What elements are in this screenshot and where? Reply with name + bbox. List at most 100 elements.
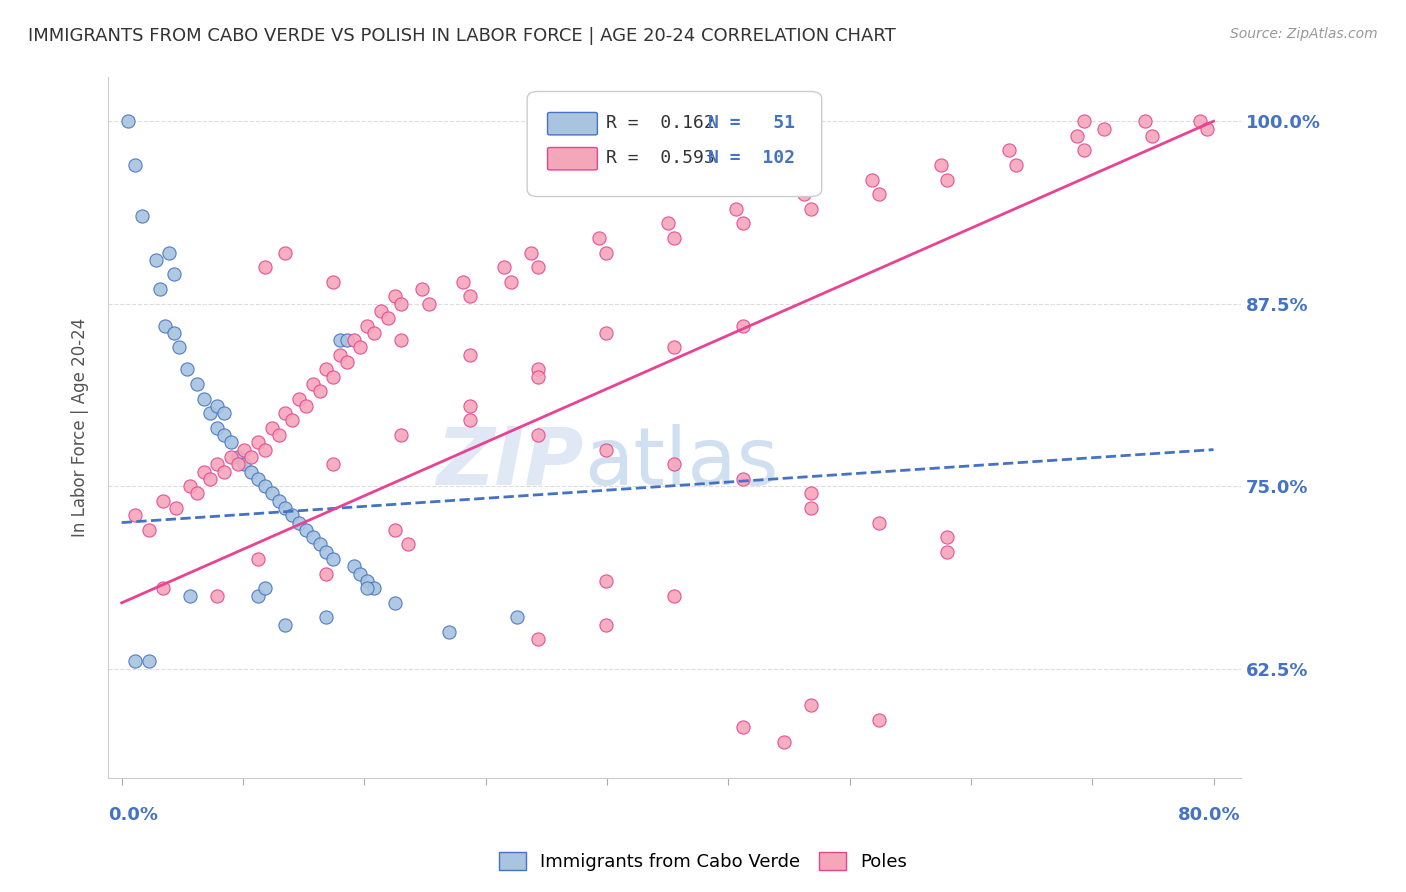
Point <box>520 245 543 260</box>
Point <box>124 158 146 172</box>
Point <box>315 610 337 624</box>
Point <box>124 654 146 668</box>
Point <box>240 450 263 464</box>
Point <box>301 530 323 544</box>
Point <box>186 376 208 391</box>
Point <box>162 268 184 282</box>
Point <box>315 566 337 581</box>
Point <box>200 472 222 486</box>
Point <box>152 493 174 508</box>
Point <box>193 392 215 406</box>
FancyBboxPatch shape <box>547 147 598 169</box>
Point <box>527 632 550 647</box>
Point <box>499 275 522 289</box>
Legend: Immigrants from Cabo Verde, Poles: Immigrants from Cabo Verde, Poles <box>492 845 914 879</box>
Point <box>1135 114 1157 128</box>
Point <box>152 581 174 595</box>
Text: R =  0.162: R = 0.162 <box>606 114 716 132</box>
Point <box>458 413 481 427</box>
Point <box>664 341 686 355</box>
Point <box>149 282 172 296</box>
Point <box>301 376 323 391</box>
Point <box>205 457 228 471</box>
Point <box>212 428 235 442</box>
FancyBboxPatch shape <box>547 112 598 135</box>
Point <box>370 304 392 318</box>
Point <box>356 581 378 595</box>
Point <box>240 465 263 479</box>
Point <box>247 435 270 450</box>
Point <box>205 399 228 413</box>
Point <box>295 523 318 537</box>
Point <box>437 625 460 640</box>
Point <box>322 369 344 384</box>
Point <box>212 406 235 420</box>
Point <box>253 581 276 595</box>
Point <box>343 333 366 347</box>
Text: 80.0%: 80.0% <box>1178 806 1241 824</box>
Point <box>595 245 617 260</box>
Point <box>391 333 413 347</box>
Point <box>200 406 222 420</box>
Point <box>595 617 617 632</box>
Point <box>527 428 550 442</box>
Point <box>157 245 180 260</box>
Text: atlas: atlas <box>583 424 778 502</box>
Text: Source: ZipAtlas.com: Source: ZipAtlas.com <box>1230 27 1378 41</box>
Point <box>281 413 304 427</box>
Point <box>595 442 617 457</box>
Point <box>138 523 160 537</box>
Point <box>288 392 311 406</box>
Point <box>124 508 146 523</box>
Point <box>267 428 290 442</box>
Point <box>411 282 433 296</box>
Point <box>226 450 249 464</box>
Point <box>322 457 344 471</box>
Point <box>308 537 330 551</box>
Point <box>247 589 270 603</box>
Point <box>274 406 297 420</box>
Point <box>288 516 311 530</box>
Point <box>1195 121 1218 136</box>
Point <box>162 326 184 340</box>
Point <box>165 501 187 516</box>
Point <box>1092 121 1115 136</box>
Point <box>343 559 366 574</box>
Point <box>868 516 890 530</box>
Point <box>336 333 359 347</box>
Point <box>800 486 823 500</box>
Point <box>260 486 283 500</box>
Point <box>179 589 201 603</box>
Point <box>391 428 413 442</box>
Point <box>1073 114 1095 128</box>
Point <box>998 144 1021 158</box>
Point <box>731 720 754 734</box>
Point <box>929 158 952 172</box>
Point <box>219 435 242 450</box>
Point <box>588 231 610 245</box>
Point <box>205 421 228 435</box>
Point <box>176 362 198 376</box>
Point <box>458 289 481 303</box>
Point <box>233 442 256 457</box>
Point <box>458 399 481 413</box>
Point <box>868 713 890 727</box>
Point <box>247 552 270 566</box>
Text: N =  102: N = 102 <box>709 149 796 167</box>
Point <box>936 545 959 559</box>
Point <box>664 589 686 603</box>
Point <box>1066 128 1088 143</box>
Point <box>868 187 890 202</box>
Point <box>1188 114 1211 128</box>
Point <box>253 442 276 457</box>
Point <box>731 216 754 230</box>
Point <box>322 552 344 566</box>
Point <box>329 348 352 362</box>
Point <box>724 202 747 216</box>
Point <box>205 589 228 603</box>
Text: N =   51: N = 51 <box>709 114 796 132</box>
Point <box>1004 158 1026 172</box>
Point <box>253 479 276 493</box>
Point <box>322 275 344 289</box>
Point <box>793 187 815 202</box>
